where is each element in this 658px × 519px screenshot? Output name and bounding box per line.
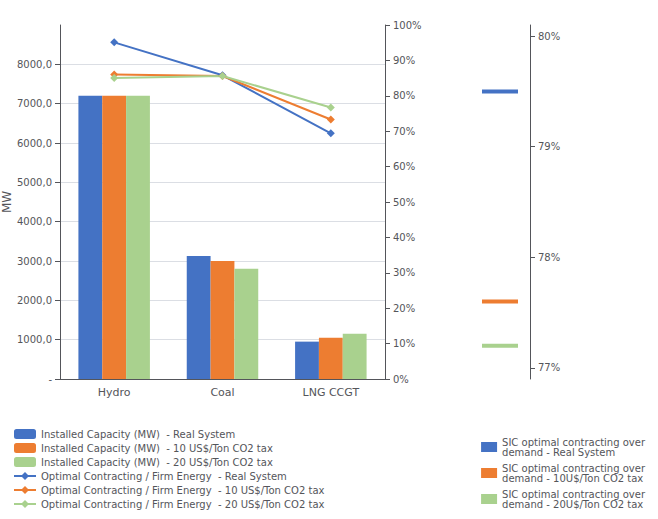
svg-text:Coal: Coal <box>210 386 234 399</box>
svg-text:3000,0: 3000,0 <box>17 256 52 267</box>
svg-text:6000,0: 6000,0 <box>17 138 52 149</box>
svg-text:77%: 77% <box>538 362 560 373</box>
svg-text:SIC optimal contracting over: SIC optimal contracting over <box>502 436 645 448</box>
svg-text:30%: 30% <box>393 267 415 278</box>
svg-text:4000,0: 4000,0 <box>17 216 52 227</box>
svg-text:90%: 90% <box>393 55 415 66</box>
svg-text:Installed Capacity (MW) - 10: Installed Capacity (MW) - 10 US$/Ton CO2… <box>41 443 273 454</box>
svg-text:79%: 79% <box>538 141 560 152</box>
svg-text:10%: 10% <box>393 338 415 349</box>
svg-text:Optimal Contracting / Firm Ene: Optimal Contracting / Firm Energy - 10 U… <box>41 485 325 496</box>
svg-text:20%: 20% <box>393 303 415 314</box>
svg-text:SIC optimal contracting over: SIC optimal contracting over <box>502 462 645 474</box>
svg-text:demand - 20U$/Ton CO2 tax: demand - 20U$/Ton CO2 tax <box>502 499 643 510</box>
svg-text:80%: 80% <box>393 90 415 101</box>
svg-text:2000,0: 2000,0 <box>17 295 52 306</box>
svg-text:0%: 0% <box>393 374 409 385</box>
svg-text:78%: 78% <box>538 252 560 263</box>
svg-text:70%: 70% <box>393 126 415 137</box>
svg-text:-: - <box>48 374 52 385</box>
svg-text:80%: 80% <box>538 31 560 42</box>
svg-text:5000,0: 5000,0 <box>17 177 52 188</box>
svg-text:7000,0: 7000,0 <box>17 98 52 109</box>
svg-text:Optimal Contracting / Firm Ene: Optimal Contracting / Firm Energy - Real… <box>41 471 287 482</box>
svg-text:60%: 60% <box>393 161 415 172</box>
svg-text:1000,0: 1000,0 <box>17 334 52 345</box>
svg-text:Optimal Contracting / Firm Ene: Optimal Contracting / Firm Energy - 20 U… <box>41 499 325 510</box>
svg-text:Hydro: Hydro <box>98 386 131 399</box>
svg-text:8000,0: 8000,0 <box>17 59 52 70</box>
svg-text:MW: MW <box>0 191 14 213</box>
svg-text:SIC optimal contracting over: SIC optimal contracting over <box>502 488 645 500</box>
svg-text:demand - 10U$/Ton CO2 tax: demand - 10U$/Ton CO2 tax <box>502 473 643 484</box>
svg-text:LNG CCGT: LNG CCGT <box>303 386 360 399</box>
svg-text:50%: 50% <box>393 197 415 208</box>
svg-text:Installed Capacity (MW) - 20: Installed Capacity (MW) - 20 US$/Ton CO2… <box>41 457 273 468</box>
svg-text:100%: 100% <box>393 20 422 31</box>
svg-text:Installed Capacity (MW) - Rea: Installed Capacity (MW) - Real System <box>41 429 235 440</box>
svg-text:40%: 40% <box>393 232 415 243</box>
svg-text:demand - Real System: demand - Real System <box>502 447 615 458</box>
